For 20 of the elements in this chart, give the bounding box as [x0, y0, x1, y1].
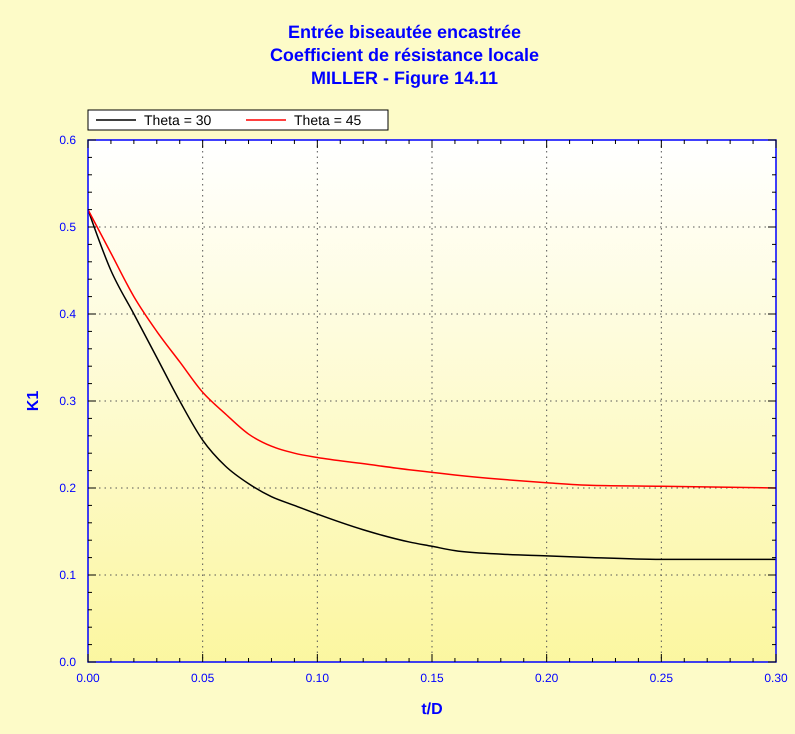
y-tick-label: 0.1	[59, 568, 76, 582]
x-tick-label: 0.20	[534, 671, 559, 685]
x-tick-label: 0.00	[76, 671, 100, 685]
y-tick-label: 0.4	[59, 307, 76, 321]
x-tick-label: 0.10	[306, 671, 330, 685]
x-tick-label: 0.30	[764, 671, 788, 685]
line-series	[87, 208, 777, 489]
x-axis-title: t/D	[421, 701, 443, 718]
legend-label: Theta = 45	[294, 112, 362, 128]
y-tick-label: 0.5	[59, 220, 76, 234]
y-axis-title: K1	[25, 390, 42, 412]
x-tick-label: 0.15	[420, 671, 444, 685]
y-tick-label: 0.0	[59, 655, 76, 669]
y-tick-label: 0.6	[59, 133, 76, 147]
y-tick-label: 0.2	[59, 481, 76, 495]
chart-title: Entrée biseautée encastrée Coefficient de résistance locale MILLER - Figure 14.11	[270, 22, 540, 88]
y-tick-label: 0.3	[59, 394, 76, 408]
x-tick-label: 0.05	[190, 671, 215, 685]
x-tick-label: 0.25	[650, 671, 674, 685]
legend-label: Theta = 30	[144, 112, 212, 128]
